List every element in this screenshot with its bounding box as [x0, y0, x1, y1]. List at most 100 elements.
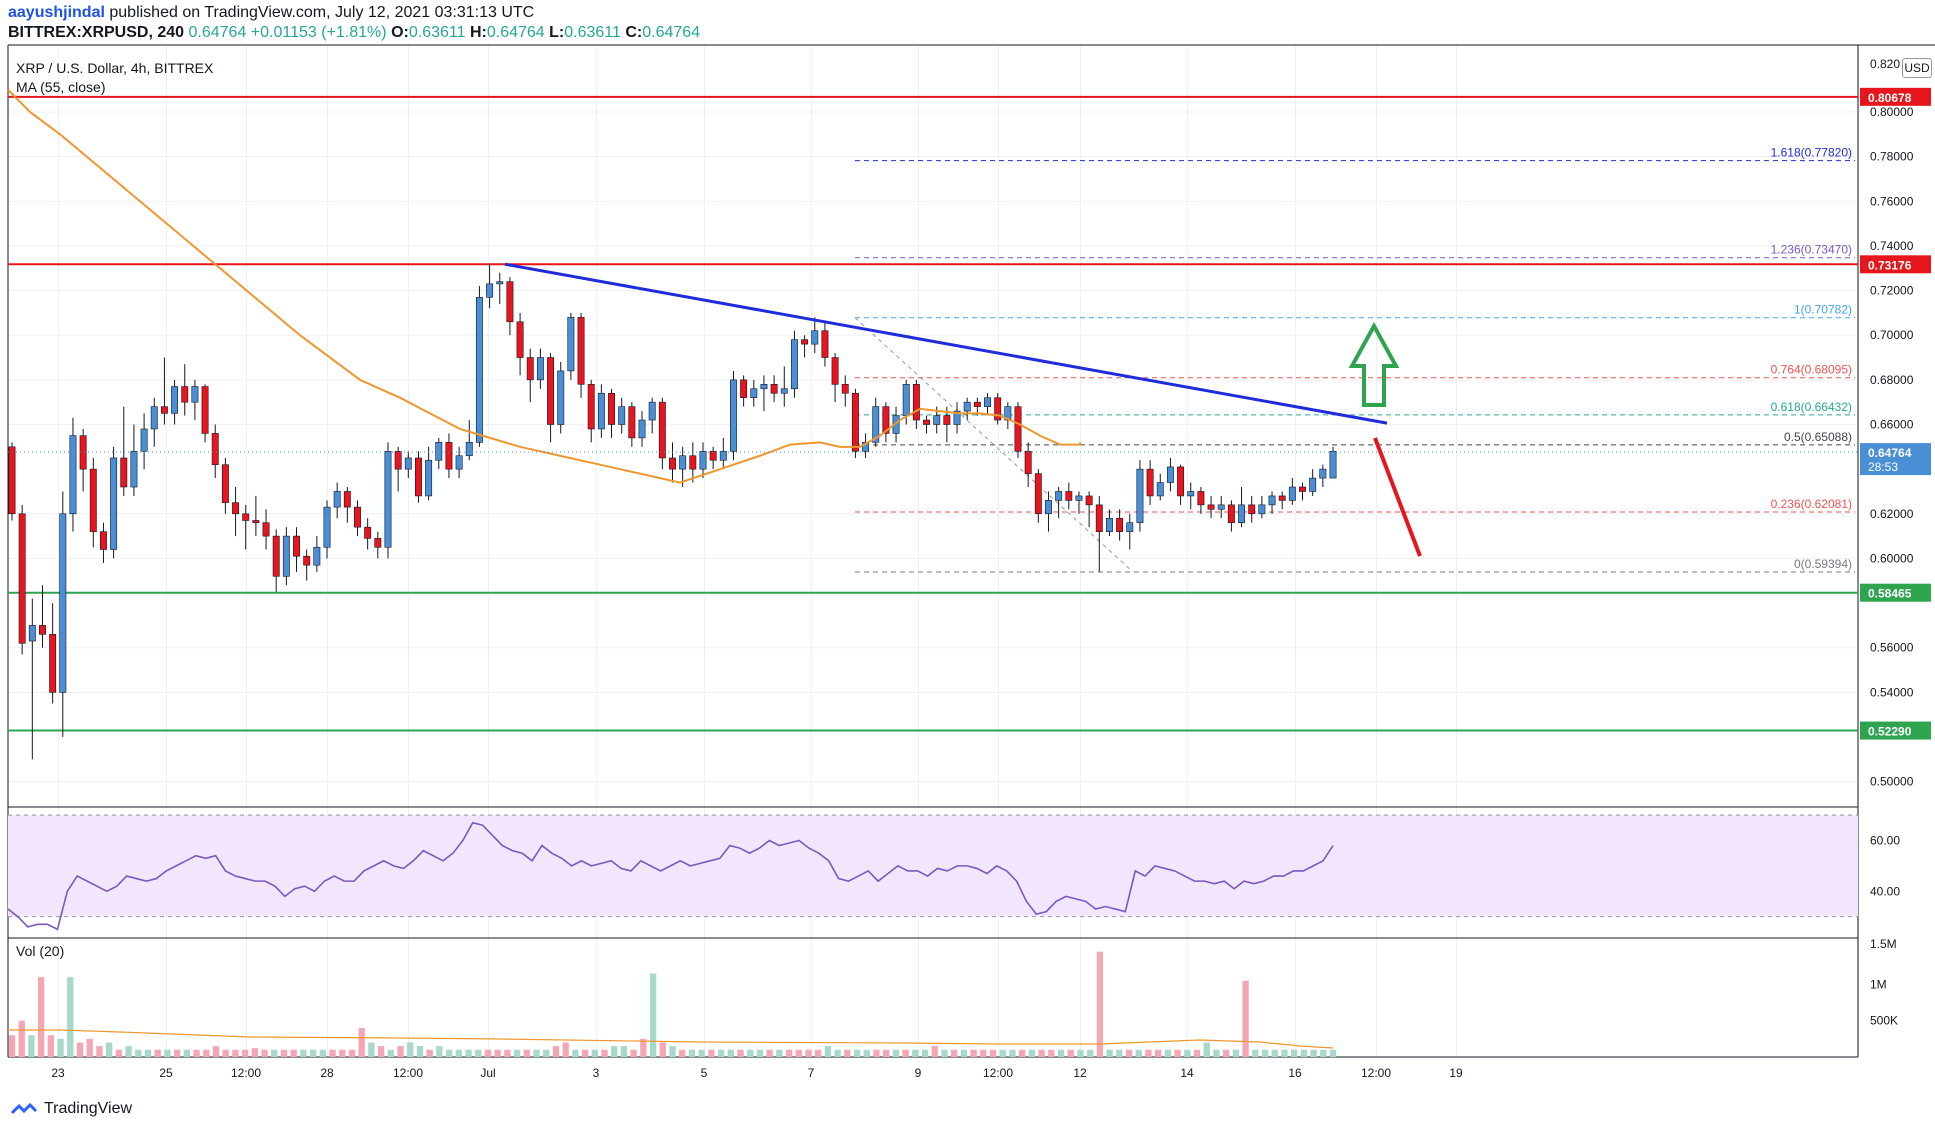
candle-body: [282, 535, 290, 577]
fib-level-label: 0.5(0.65088): [1784, 430, 1852, 444]
candle-body: [313, 546, 321, 566]
volume-bar: [1057, 1049, 1065, 1057]
candle-body: [1024, 450, 1032, 474]
volume-bar: [776, 1049, 783, 1057]
volume-bar: [756, 1049, 764, 1057]
currency-button[interactable]: USD: [1902, 58, 1932, 78]
open-value: 0.63611: [408, 24, 466, 41]
close-label: C:: [625, 24, 643, 41]
volume-bar: [853, 1049, 861, 1057]
volume-bar: [76, 1042, 84, 1057]
candle-body: [973, 401, 981, 407]
candle-body: [1248, 504, 1256, 515]
price-change: +0.01153 (+1.81%): [250, 24, 387, 41]
candle-body: [618, 406, 626, 425]
volume-bar: [785, 1049, 793, 1057]
price-axis-tick: 0.68000: [1870, 373, 1914, 387]
volume-bar: [892, 1049, 900, 1057]
candle-body: [221, 464, 229, 503]
resistance-price-tag: [1860, 255, 1931, 274]
fib-retracement-diagonal: [854, 317, 1134, 573]
volume-bar: [397, 1046, 404, 1057]
candle-body: [536, 357, 544, 381]
volume-bar: [649, 973, 657, 1057]
last-price-tag: [1860, 443, 1931, 476]
candle-body: [354, 506, 361, 528]
volume-bar: [1203, 1042, 1210, 1057]
candle-body: [669, 457, 676, 470]
candle-body: [780, 388, 788, 394]
volume-bar: [883, 1049, 890, 1057]
candle-body: [1126, 522, 1134, 532]
candle-body: [628, 406, 636, 439]
candle-body: [272, 535, 280, 577]
candle-body: [608, 392, 615, 425]
time-axis-tick: 16: [1288, 1066, 1302, 1080]
candle-body: [719, 450, 727, 461]
candle-body: [130, 450, 138, 488]
time-axis-tick: 5: [701, 1066, 708, 1080]
candle-body: [1177, 466, 1185, 497]
volume-bar: [416, 1046, 424, 1057]
candle-body: [923, 419, 930, 425]
volume-bar: [173, 1049, 181, 1057]
volume-bar: [552, 1046, 560, 1057]
candle-body: [862, 442, 870, 452]
time-axis-tick: 12:00: [1361, 1066, 1391, 1080]
volume-bar: [125, 1046, 132, 1057]
volume-bar: [57, 1038, 64, 1057]
volume-bar: [1281, 1049, 1288, 1057]
publish-info: published on TradingView.com, July 12, 2…: [109, 4, 535, 21]
price-axis-tick: 0.72000: [1870, 284, 1914, 298]
candle-body: [882, 406, 890, 434]
time-axis-tick: 3: [593, 1066, 600, 1080]
candle-body: [181, 386, 189, 403]
candle-body: [770, 384, 778, 394]
support-price-tag: [1860, 721, 1931, 740]
candle-body: [1268, 495, 1276, 506]
candle-body: [638, 419, 646, 439]
volume-bar: [465, 1049, 472, 1057]
volume-ma-line: [8, 1029, 1334, 1049]
volume-bar: [96, 1046, 103, 1057]
candle-body: [506, 281, 514, 323]
volume-bar: [863, 1049, 870, 1057]
volume-bar: [183, 1049, 190, 1057]
time-axis-tick: Jul: [480, 1066, 495, 1080]
volume-bar: [28, 1035, 35, 1057]
volume-bar: [1116, 1049, 1123, 1057]
volume-bar: [941, 1049, 948, 1057]
fib-level-label: 1.236(0.73470): [1771, 243, 1852, 257]
volume-bar: [504, 1049, 511, 1057]
candle-body: [689, 455, 697, 470]
fib-level-label: 0(0.59394): [1794, 557, 1852, 571]
volume-bar: [1009, 1049, 1016, 1057]
volume-bar: [164, 1049, 171, 1057]
candle-body: [943, 415, 951, 425]
volume-bar: [1271, 1049, 1278, 1057]
volume-bar: [747, 1049, 754, 1057]
candle-body: [790, 339, 798, 390]
candle-body: [242, 513, 250, 521]
candle-body: [475, 296, 483, 443]
volume-bar: [407, 1042, 414, 1057]
tradingview-logo[interactable]: TradingView: [10, 1098, 132, 1120]
volume-bar: [475, 1049, 482, 1057]
candle-body: [465, 442, 473, 457]
time-axis-tick: 9: [915, 1066, 922, 1080]
candle-body: [730, 379, 737, 452]
volume-bar: [494, 1049, 501, 1057]
candle-body: [1329, 450, 1337, 479]
candle-body: [28, 625, 36, 642]
volume-bar: [18, 1020, 25, 1057]
volume-bar: [193, 1049, 200, 1057]
author-name[interactable]: aayushjindal: [8, 4, 105, 21]
volume-bar: [426, 1049, 433, 1057]
volume-bar: [1184, 1049, 1191, 1057]
volume-bar: [1077, 1049, 1084, 1057]
volume-bar: [1174, 1049, 1181, 1057]
time-axis-tick: 19: [1449, 1066, 1463, 1080]
candle-body: [1095, 504, 1103, 532]
volume-bar: [1155, 1049, 1162, 1057]
